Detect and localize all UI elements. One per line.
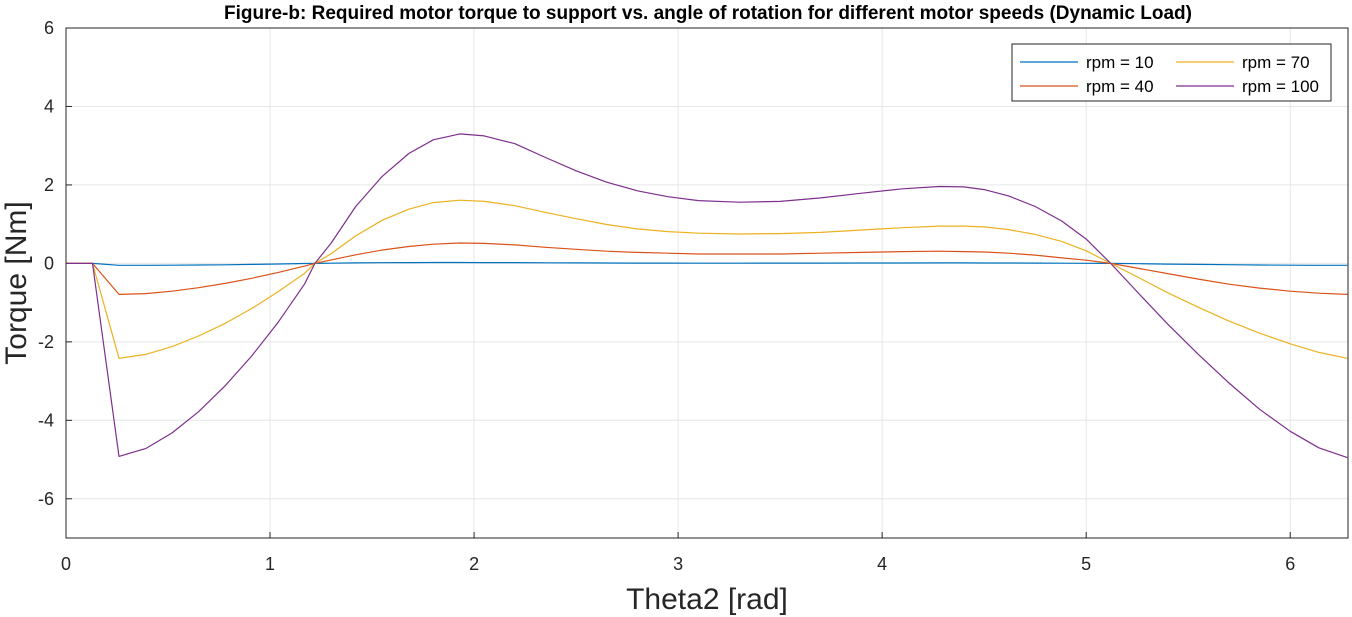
legend-label-3: rpm = 100 (1242, 77, 1319, 96)
x-tick-label: 4 (877, 554, 887, 574)
y-tick-label: 6 (44, 18, 54, 38)
legend-box (1011, 43, 1332, 102)
series-line-0 (66, 261, 1348, 266)
y-tick-label: -6 (38, 489, 54, 509)
x-tick-label: 0 (61, 554, 71, 574)
series-line-3 (66, 133, 1348, 459)
y-tick-label: 2 (44, 175, 54, 195)
x-tick-label: 5 (1081, 554, 1091, 574)
y-tick-label: -2 (38, 332, 54, 352)
grid-lines (65, 27, 1348, 538)
y-tick-label: -4 (38, 410, 54, 430)
x-tick-label: 2 (469, 554, 479, 574)
x-tick-label: 3 (673, 554, 683, 574)
y-tick-labels: -6 -4 -2 0 2 4 6 (38, 18, 54, 509)
series-line-1 (66, 242, 1348, 295)
y-axis-label: Torque [Nm] (0, 201, 33, 364)
series-lines (66, 133, 1348, 459)
chart-title: Figure-b: Required motor torque to suppo… (224, 3, 1192, 24)
x-tick-label: 6 (1285, 554, 1295, 574)
plot-frame (65, 27, 1349, 539)
legend: rpm = 10 rpm = 40 rpm = 70 rpm = 100 (1011, 43, 1332, 102)
y-tick-label: 4 (44, 96, 54, 116)
legend-label-2: rpm = 70 (1242, 53, 1310, 72)
series-line-2 (66, 199, 1348, 359)
legend-label-1: rpm = 40 (1086, 77, 1154, 96)
x-tick-label: 1 (265, 554, 275, 574)
legend-label-0: rpm = 10 (1086, 53, 1154, 72)
x-axis-label: Theta2 [rad] (626, 583, 788, 616)
y-tick-label: 0 (44, 253, 54, 273)
x-tick-labels: 0 1 2 3 4 5 6 (61, 554, 1295, 574)
